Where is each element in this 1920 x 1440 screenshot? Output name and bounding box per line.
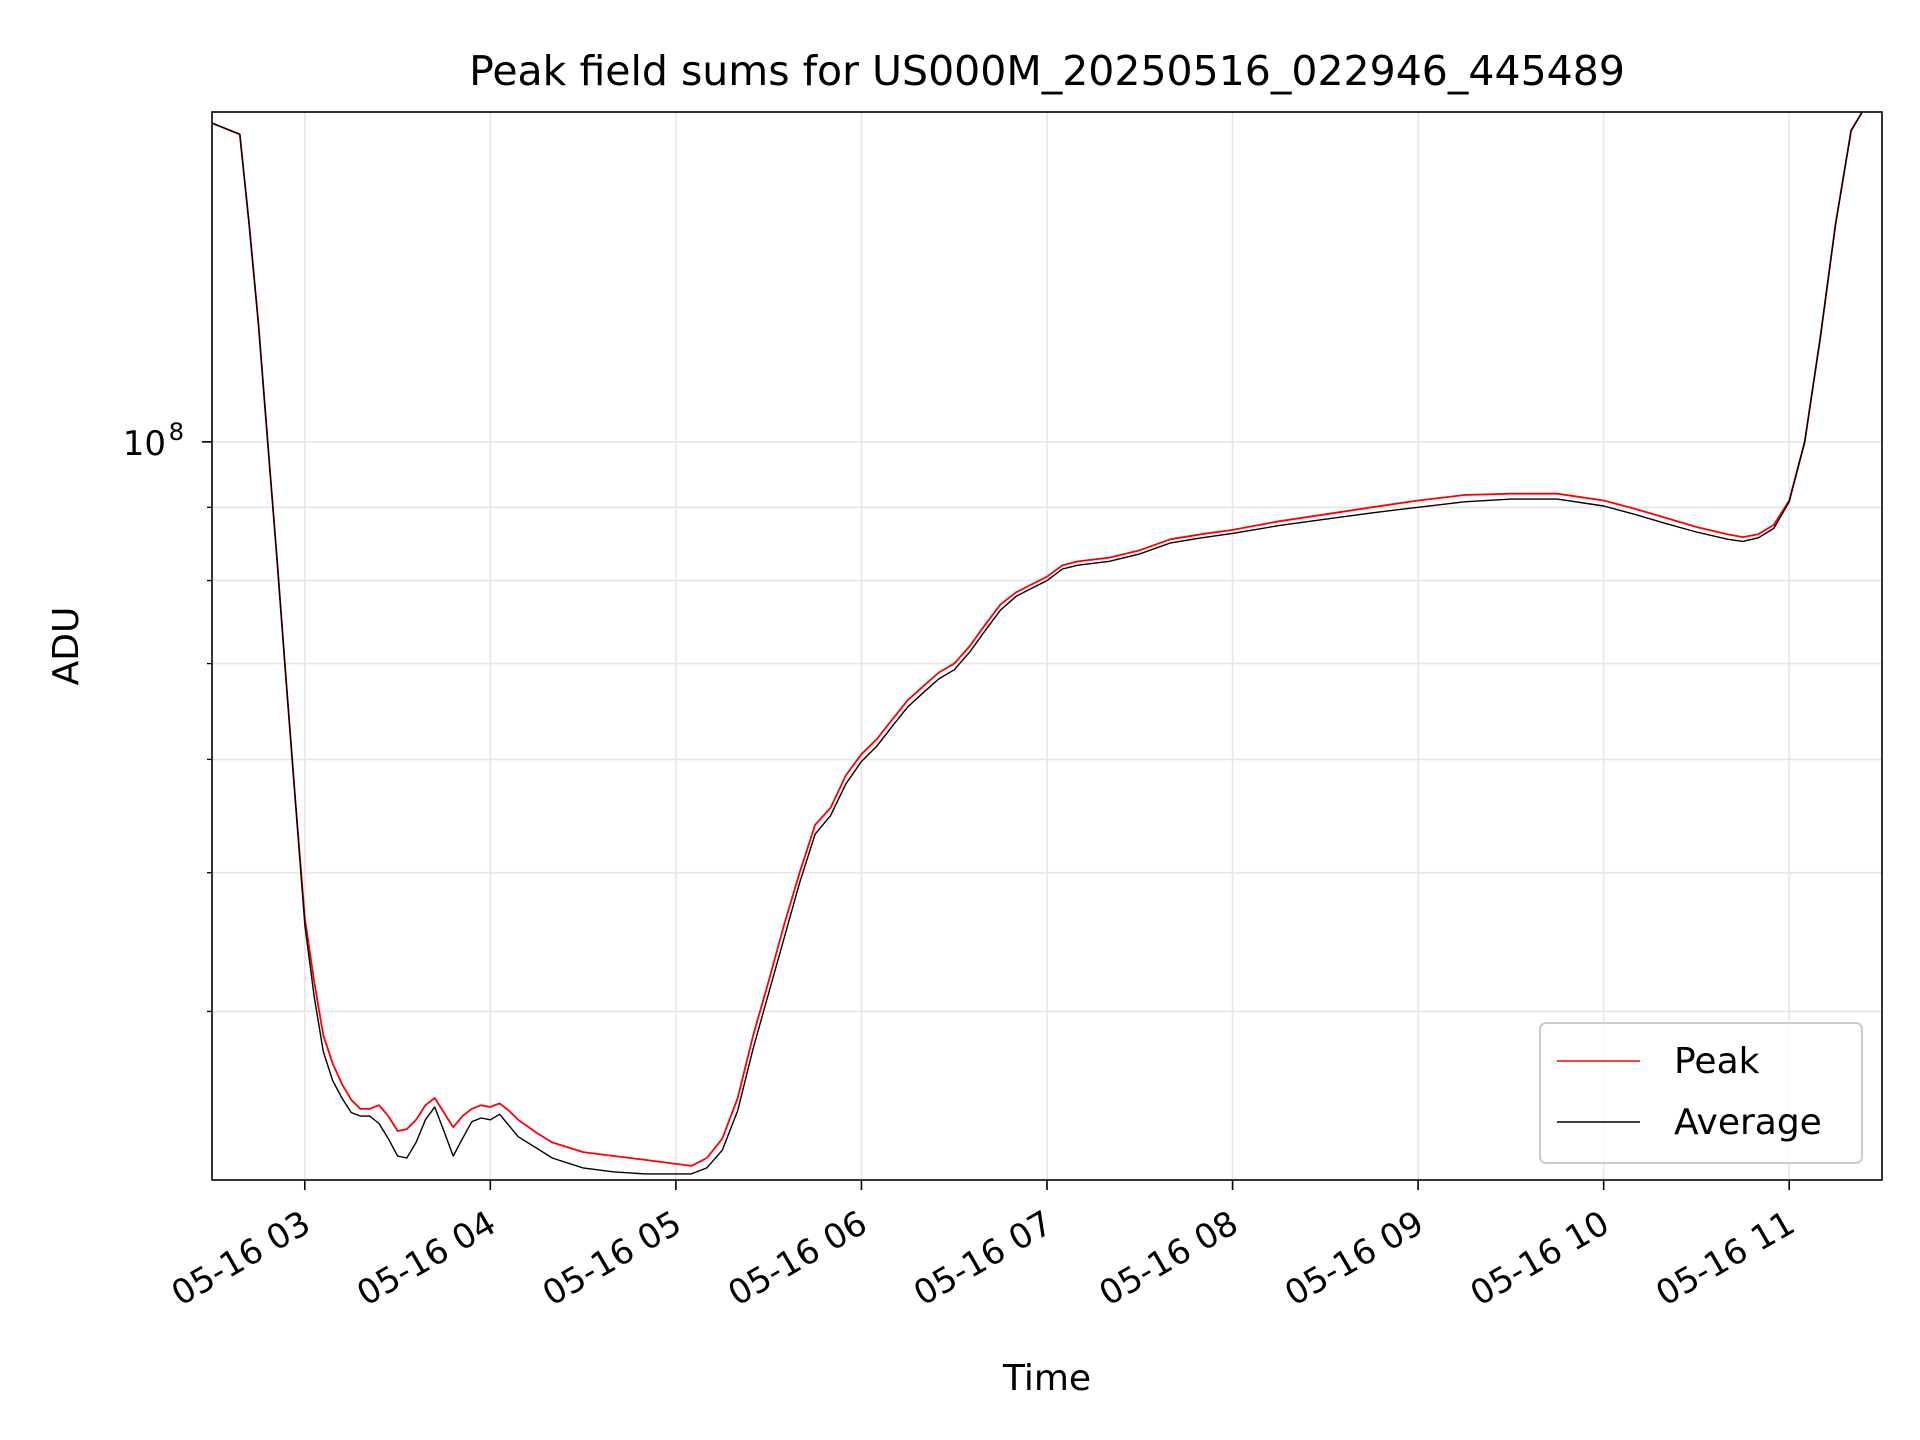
y-tick-exponent: 8: [169, 418, 184, 446]
x-axis-label: Time: [1002, 1358, 1091, 1399]
y-axis-label: ADU: [46, 607, 87, 686]
y-tick-label: 10: [123, 424, 166, 464]
legend-box: [1539, 1022, 1863, 1164]
chart-title: Peak field sums for US000M_20250516_0229…: [469, 47, 1625, 95]
plot-series: [212, 112, 1864, 1175]
legend-label-average: Average: [1674, 1102, 1822, 1143]
series-line-peak: [212, 112, 1864, 1167]
y-axis: 10 8: [123, 418, 212, 1013]
series-line-average: [212, 112, 1863, 1175]
legend-label-peak: Peak: [1674, 1041, 1760, 1082]
legend: Peak Average: [1539, 1022, 1863, 1164]
